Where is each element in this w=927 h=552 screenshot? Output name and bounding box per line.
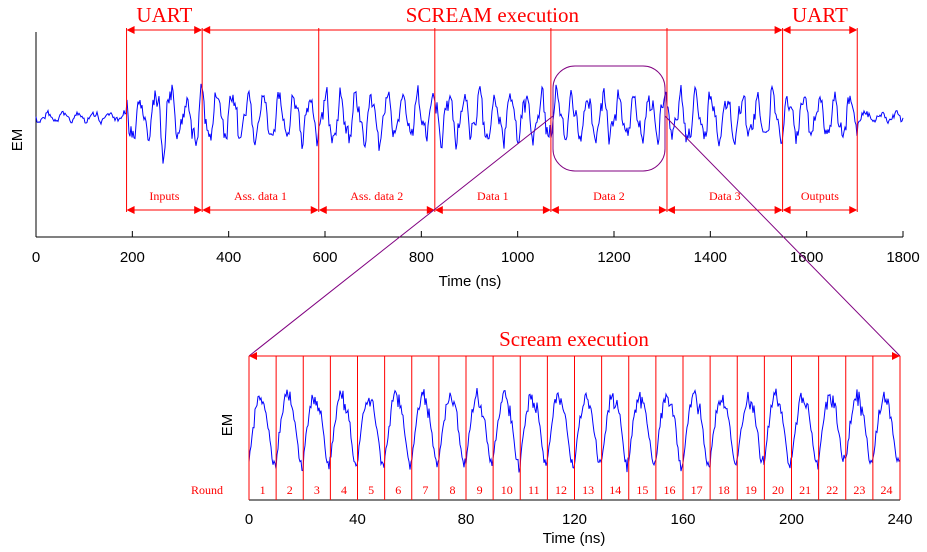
- arrow-head: [542, 206, 551, 214]
- zoom-line-right: [664, 115, 901, 357]
- top-x-tick-label: 1800: [886, 249, 919, 266]
- round-number: 7: [422, 483, 428, 497]
- arrow-head: [892, 352, 900, 360]
- round-number: 8: [449, 483, 455, 497]
- round-number: 23: [853, 483, 865, 497]
- round-number: 21: [799, 483, 811, 497]
- top-x-tick-label: 800: [409, 249, 434, 266]
- top-x-ticks: 0 200 400 600 800 1000 1200 1400 1600 1800: [32, 231, 920, 266]
- bottom-title: Scream execution: [499, 327, 649, 351]
- top-x-tick-label: 200: [120, 249, 145, 266]
- arrow-head: [126, 206, 135, 214]
- top-x-tick-label: 1600: [790, 249, 823, 266]
- bottom-x-ticks: 0 40 80 120 160 200 240: [245, 494, 913, 528]
- arrow-head: [782, 26, 791, 34]
- round-number: 14: [609, 483, 621, 497]
- round-number: 9: [477, 483, 483, 497]
- arrow-head: [434, 206, 443, 214]
- arrow-head: [318, 206, 327, 214]
- header-label: UART: [792, 3, 848, 27]
- top-em-series-line: [35, 83, 904, 164]
- round-number: 17: [691, 483, 703, 497]
- top-x-tick-label: 1200: [597, 249, 630, 266]
- bottom-x-tick-label: 120: [562, 511, 587, 528]
- segment-label: Ass. data 1: [234, 189, 287, 203]
- top-annotations: UART SCREAM execution UART Inputs Ass. data …: [126, 3, 858, 214]
- bottom-x-tick-label: 0: [245, 511, 253, 528]
- arrow-head: [849, 206, 858, 214]
- top-chart: 0 200 400 600 800 1000 1200 1400 1600 1800 UART SC…: [9, 3, 920, 290]
- arrow-head: [658, 206, 667, 214]
- arrow-head: [126, 26, 135, 34]
- arrow-head: [202, 26, 211, 34]
- segment-label: Data 1: [477, 189, 509, 203]
- top-x-tick-label: 0: [32, 249, 40, 266]
- round-number: 20: [772, 483, 784, 497]
- top-x-tick-label: 1400: [694, 249, 727, 266]
- round-number: 13: [582, 483, 594, 497]
- arrow-head: [774, 206, 783, 214]
- round-number: 15: [636, 483, 648, 497]
- bottom-x-tick-label: 240: [887, 511, 912, 528]
- segment-label: Inputs: [149, 189, 179, 203]
- arrow-head: [774, 26, 783, 34]
- arrow-head: [426, 206, 435, 214]
- bottom-y-axis-label: EM: [219, 414, 236, 437]
- round-number: 18: [718, 483, 730, 497]
- segment-label: Outputs: [801, 189, 839, 203]
- round-number: 2: [287, 483, 293, 497]
- arrow-head: [666, 206, 675, 214]
- bottom-x-tick-label: 40: [349, 511, 366, 528]
- top-x-tick-label: 1000: [501, 249, 534, 266]
- round-number: 16: [663, 483, 675, 497]
- arrow-head: [194, 206, 203, 214]
- round-number: 12: [555, 483, 567, 497]
- bottom-chart: 0 40 80 120 160 200 240 1 2 3 4 5 6 7 8 9 10 11 12 13 14 15 1…: [191, 327, 913, 547]
- round-number: 5: [368, 483, 374, 497]
- round-number: 10: [501, 483, 513, 497]
- round-number: 1: [260, 483, 266, 497]
- round-number: 3: [314, 483, 320, 497]
- zoom-highlight-box: [552, 65, 666, 172]
- arrow-head: [249, 352, 257, 360]
- bottom-annotations: 1 2 3 4 5 6 7 8 9 10 11 12 13 14 15 16 17 18 19 20 21 22 23 24: [248, 352, 901, 500]
- round-number: 4: [341, 483, 347, 497]
- round-number: 11: [528, 483, 540, 497]
- arrow-head: [550, 206, 559, 214]
- bottom-x-axis-label: Time (ns): [543, 530, 606, 547]
- top-x-tick-label: 400: [216, 249, 241, 266]
- top-x-tick-label: 600: [312, 249, 337, 266]
- arrow-head: [202, 206, 211, 214]
- arrow-head: [310, 206, 319, 214]
- segment-label: Data 3: [709, 189, 741, 203]
- round-number: 22: [826, 483, 838, 497]
- top-x-axis-label: Time (ns): [439, 273, 502, 290]
- bottom-x-tick-label: 80: [458, 511, 475, 528]
- round-number: 19: [745, 483, 757, 497]
- arrow-head: [194, 26, 203, 34]
- header-label: SCREAM execution: [406, 3, 580, 27]
- segment-label: Data 2: [593, 189, 625, 203]
- round-label: Round: [191, 483, 223, 497]
- arrow-head: [849, 26, 858, 34]
- bottom-x-tick-label: 200: [779, 511, 804, 528]
- round-number: 6: [395, 483, 401, 497]
- arrow-head: [782, 206, 791, 214]
- bottom-x-tick-label: 160: [670, 511, 695, 528]
- header-label: UART: [136, 3, 192, 27]
- segment-label: Ass. data 2: [350, 189, 403, 203]
- zoom-line-left: [248, 115, 554, 357]
- round-number: 24: [880, 483, 892, 497]
- top-y-axis-label: EM: [9, 129, 26, 152]
